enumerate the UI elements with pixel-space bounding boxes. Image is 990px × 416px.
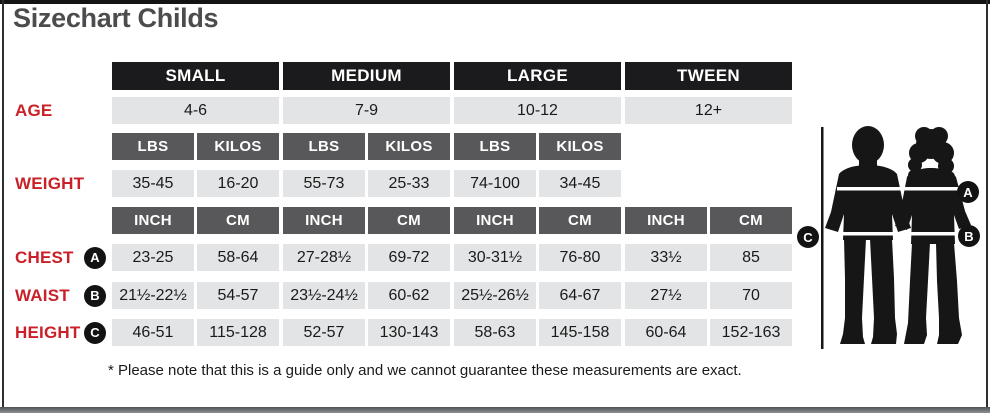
right-border: [986, 0, 988, 410]
unit-kilos-small: KILOS: [197, 133, 279, 160]
height-cm-large: 145-158: [539, 319, 621, 346]
empty-label-cell: [15, 62, 112, 90]
chest-line: [837, 187, 959, 191]
footnote: * Please note that this is a guide only …: [108, 362, 742, 379]
waist-inch-large: 25½-26½: [454, 282, 536, 309]
unit-lbs-medium: LBS: [283, 133, 365, 160]
waist-label-cell: WAIST B: [15, 282, 112, 309]
chest-label-cell: CHEST A: [15, 244, 112, 271]
waist-inch-tween: 27½: [625, 282, 707, 309]
marker-b-badge: B: [84, 284, 106, 307]
chest-inch-tween: 33½: [625, 244, 707, 271]
age-row: AGE 4-6 7-9 10-12 12+: [15, 97, 796, 124]
waist-inch-small: 21½-22½: [112, 282, 194, 309]
left-border: [2, 0, 4, 410]
marker-a-badge: A: [84, 246, 106, 269]
chest-cm-large: 76-80: [539, 244, 621, 271]
age-label-cell: AGE: [15, 97, 112, 124]
chest-cm-medium: 69-72: [368, 244, 450, 271]
height-measure-line: [821, 127, 824, 349]
weight-units-tween-blank: [625, 133, 792, 160]
weight-label-cell: WEIGHT: [15, 170, 112, 197]
height-label-cell: HEIGHT C: [15, 319, 112, 346]
size-header-tween: TWEEN: [625, 62, 792, 90]
unit-lbs-large: LBS: [454, 133, 536, 160]
weight-kilos-large: 34-45: [539, 170, 621, 197]
unit-inch-medium: INCH: [283, 207, 365, 234]
weight-units-row: LBS KILOS LBS KILOS LBS KILOS: [15, 133, 796, 160]
unit-kilos-large: KILOS: [539, 133, 621, 160]
waist-label: WAIST: [15, 285, 70, 305]
size-header-medium: MEDIUM: [283, 62, 450, 90]
height-label: HEIGHT: [15, 322, 81, 342]
height-inch-large: 58-63: [454, 319, 536, 346]
chest-label: CHEST: [15, 247, 74, 267]
page-title: Sizechart Childs: [13, 3, 219, 33]
weight-row: WEIGHT 35-45 16-20 55-73 25-33 74-100 34…: [15, 170, 796, 197]
height-cm-medium: 130-143: [368, 319, 450, 346]
chest-inch-large: 30-31½: [454, 244, 536, 271]
weight-lbs-large: 74-100: [454, 170, 536, 197]
waist-cm-tween: 70: [710, 282, 792, 309]
waist-cm-medium: 60-62: [368, 282, 450, 309]
age-tween: 12+: [625, 97, 792, 124]
unit-cm-small: CM: [197, 207, 279, 234]
marker-c-badge: C: [84, 321, 106, 344]
weight-tween-blank: [625, 170, 792, 197]
weight-lbs-small: 35-45: [112, 170, 194, 197]
waist-inch-medium: 23½-24½: [283, 282, 365, 309]
unit-inch-large: INCH: [454, 207, 536, 234]
marker-a-diagram: A: [957, 181, 979, 203]
body-units-row: INCH CM INCH CM INCH CM INCH CM: [15, 207, 796, 234]
height-cm-small: 115-128: [197, 319, 279, 346]
weight-kilos-small: 16-20: [197, 170, 279, 197]
marker-b-diagram: B: [958, 225, 980, 247]
empty-label-cell: [15, 133, 112, 160]
waist-line: [837, 232, 961, 236]
size-header-large: LARGE: [454, 62, 621, 90]
children-silhouette-figure: [821, 126, 971, 349]
marker-c-diagram: C: [797, 226, 819, 248]
unit-cm-large: CM: [539, 207, 621, 234]
size-table: SMALL MEDIUM LARGE TWEEN AGE 4-6 7-9 10-…: [15, 62, 795, 347]
weight-kilos-medium: 25-33: [368, 170, 450, 197]
age-label: AGE: [15, 100, 53, 120]
empty-label-cell: [15, 207, 112, 234]
chest-cm-tween: 85: [710, 244, 792, 271]
height-inch-medium: 52-57: [283, 319, 365, 346]
height-cm-tween: 152-163: [710, 319, 792, 346]
age-medium: 7-9: [283, 97, 450, 124]
waist-cm-small: 54-57: [197, 282, 279, 309]
age-small: 4-6: [112, 97, 279, 124]
unit-kilos-medium: KILOS: [368, 133, 450, 160]
size-header-small: SMALL: [112, 62, 279, 90]
height-row: HEIGHT C 46-51 115-128 52-57 130-143 58-…: [15, 319, 796, 346]
waist-row: WAIST B 21½-22½ 54-57 23½-24½ 60-62 25½-…: [15, 282, 796, 309]
unit-inch-tween: INCH: [625, 207, 707, 234]
height-inch-small: 46-51: [112, 319, 194, 346]
unit-lbs-small: LBS: [112, 133, 194, 160]
weight-label: WEIGHT: [15, 173, 85, 193]
size-header-row: SMALL MEDIUM LARGE TWEEN: [15, 62, 796, 90]
bottom-border-bar: [0, 407, 990, 413]
chest-inch-medium: 27-28½: [283, 244, 365, 271]
top-border-bar: [0, 0, 990, 4]
waist-cm-large: 64-67: [539, 282, 621, 309]
age-large: 10-12: [454, 97, 621, 124]
unit-inch-small: INCH: [112, 207, 194, 234]
weight-lbs-medium: 55-73: [283, 170, 365, 197]
chest-cm-small: 58-64: [197, 244, 279, 271]
unit-cm-tween: CM: [710, 207, 792, 234]
chest-row: CHEST A 23-25 58-64 27-28½ 69-72 30-31½ …: [15, 244, 796, 271]
unit-cm-medium: CM: [368, 207, 450, 234]
height-inch-tween: 60-64: [625, 319, 707, 346]
chest-inch-small: 23-25: [112, 244, 194, 271]
